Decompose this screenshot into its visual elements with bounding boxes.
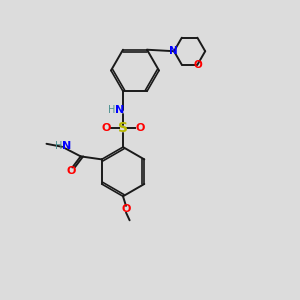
Text: O: O: [101, 124, 111, 134]
Text: S: S: [118, 122, 128, 136]
Text: O: O: [66, 167, 76, 176]
Text: H: H: [56, 141, 63, 151]
Text: N: N: [116, 106, 124, 116]
Text: N: N: [62, 141, 71, 151]
Text: O: O: [121, 204, 131, 214]
Text: O: O: [194, 60, 202, 70]
Text: H: H: [108, 106, 115, 116]
Text: O: O: [135, 124, 145, 134]
Text: N: N: [169, 46, 178, 56]
